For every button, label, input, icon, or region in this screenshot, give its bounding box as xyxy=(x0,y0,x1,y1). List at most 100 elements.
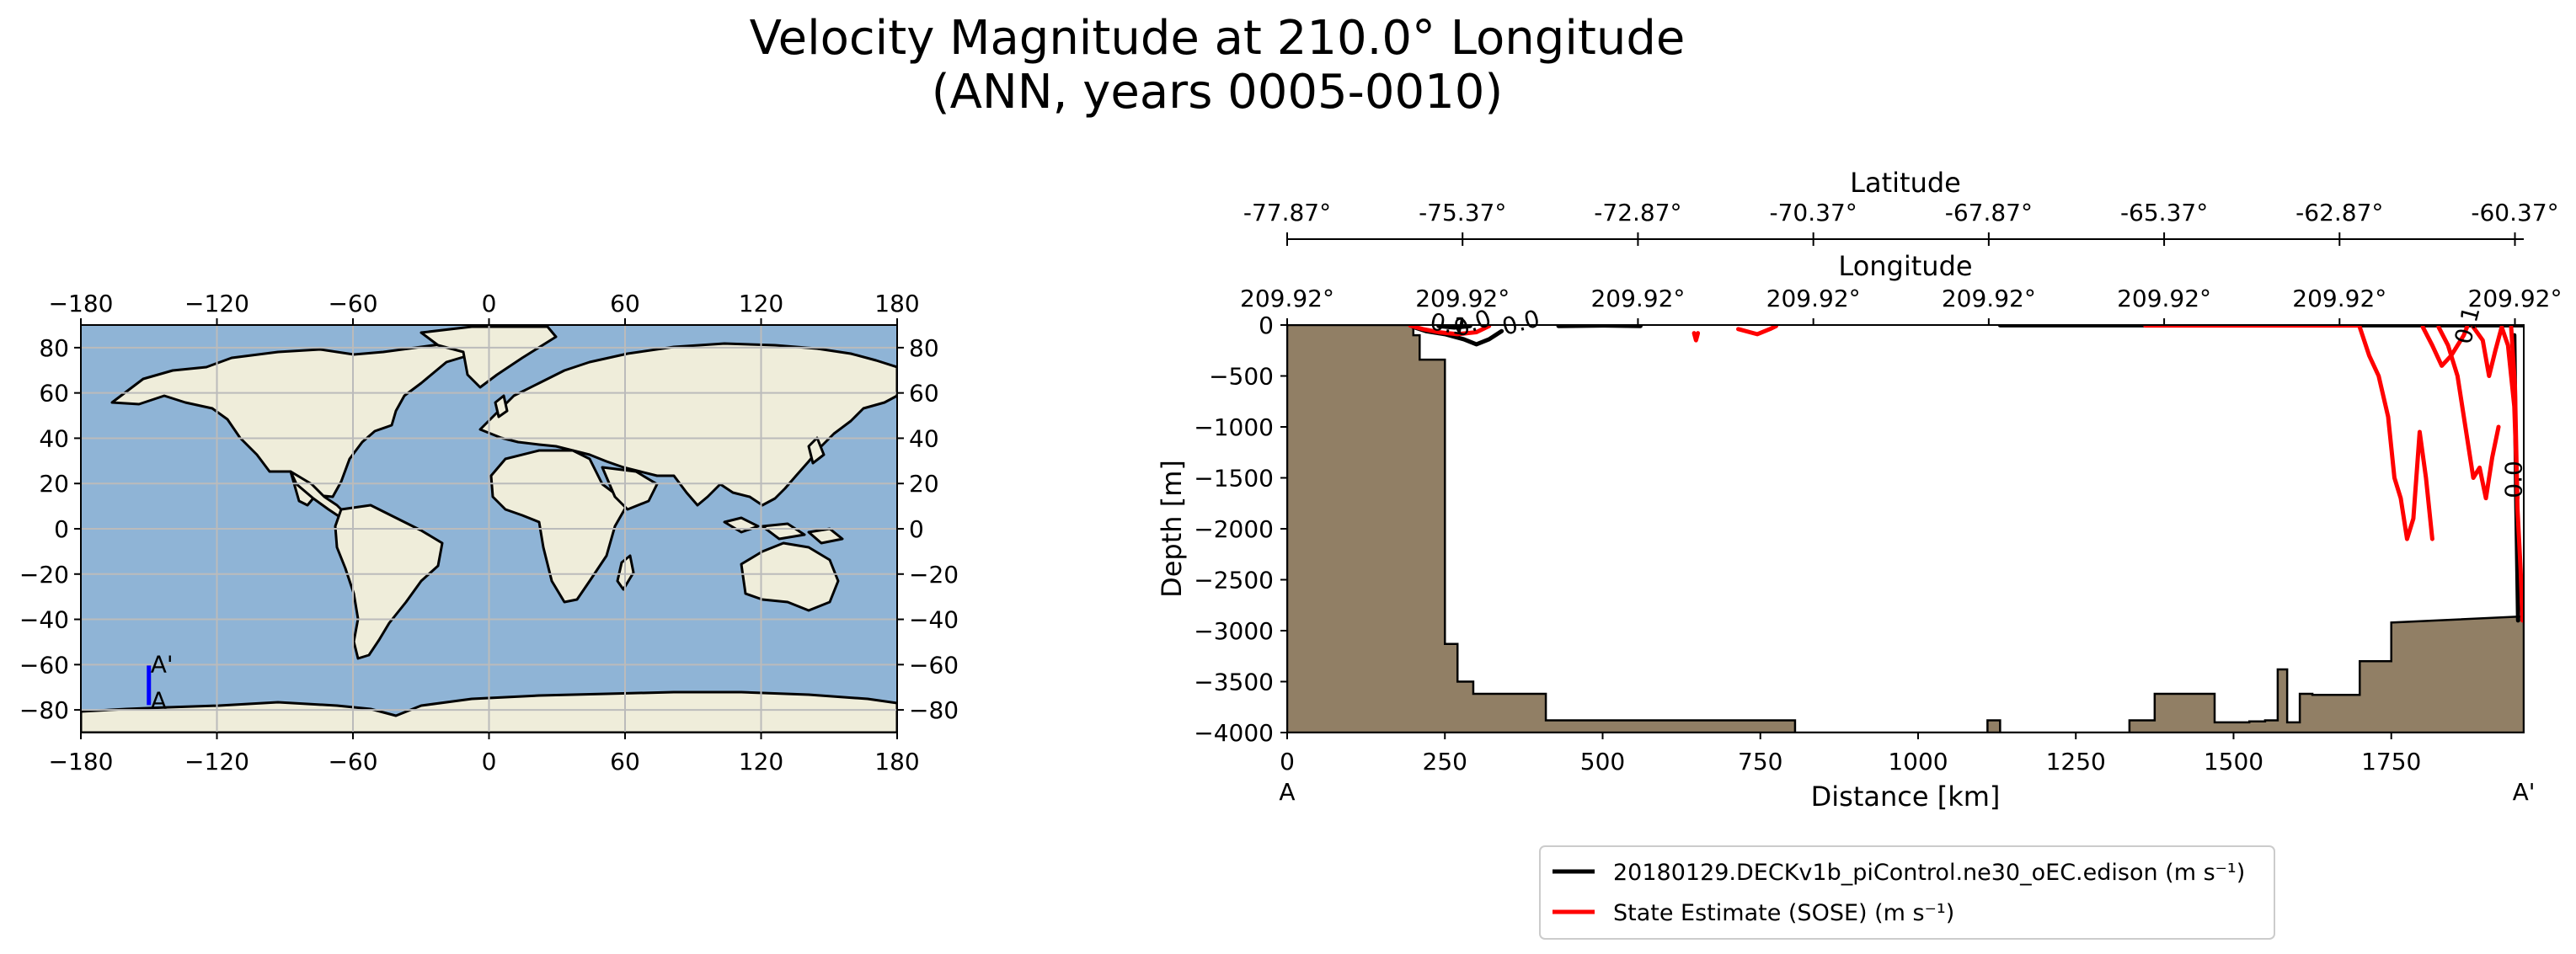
y-tick-label: −1000 xyxy=(1194,413,1274,441)
map-lat-tick-label-left: −60 xyxy=(19,651,69,679)
legend-frame xyxy=(1539,845,2275,940)
latitude-tick-label: -72.87° xyxy=(1594,199,1681,227)
map-lat-tick-label-right: 0 xyxy=(909,515,924,543)
longitude-tick-label: 209.92° xyxy=(2117,285,2211,312)
y-tick-label: −1500 xyxy=(1194,465,1274,493)
map-lon-tick-label-bottom: 0 xyxy=(482,748,497,775)
longitude-axis-ticks: 209.92° 209.92° 209.92° 209.92° 209.92° 209.9… xyxy=(1240,285,2563,325)
x-axis-label: Distance [km] xyxy=(1811,781,2001,813)
map-lat-tick-label-right: 60 xyxy=(909,380,939,408)
map-lon-tick-label-top: −120 xyxy=(184,290,249,317)
map-lon-tick-label-top: 120 xyxy=(739,290,783,317)
map-lat-tick-label-left: −20 xyxy=(19,561,69,589)
obs-contour-line xyxy=(2436,325,2501,501)
latitude-tick-label: -70.37° xyxy=(1770,199,1857,227)
y-tick-label: −2500 xyxy=(1194,567,1274,594)
section-end-label: A' xyxy=(151,650,174,678)
map-lat-tick-label-right: 80 xyxy=(909,334,939,362)
map-lat-tick-label-left: −80 xyxy=(19,696,69,724)
obs-contour-line xyxy=(1736,325,1778,337)
map-lat-tick-label-right: −60 xyxy=(909,651,959,679)
latitude-tick-label: -65.37° xyxy=(2120,199,2208,227)
transect-start-label: A xyxy=(1279,778,1295,806)
y-tick-label: 0 xyxy=(1259,312,1274,339)
map-lat-tick-label-right: 40 xyxy=(909,424,939,452)
map-lon-tick-label-top: 180 xyxy=(874,290,919,317)
x-tick-label: 250 xyxy=(1423,748,1467,775)
x-tick-label: 1000 xyxy=(1888,748,1948,775)
latitude-tick-label: -75.37° xyxy=(1419,199,1506,227)
latitude-tick-label: -67.87° xyxy=(1945,199,2033,227)
map-lat-tick-label-left: 60 xyxy=(39,380,69,408)
map-lat-tick-label-left: 40 xyxy=(39,424,69,452)
obs-contour-line xyxy=(2357,325,2434,541)
longitude-tick-label: 209.92° xyxy=(2292,285,2386,312)
map-lat-tick-label-right: −40 xyxy=(909,606,959,634)
longitude-axis-label: Longitude xyxy=(1838,250,1972,282)
map-lat-tick-label-right: −80 xyxy=(909,696,959,724)
land-australia xyxy=(740,541,840,612)
map-lon-tick-label-bottom: 180 xyxy=(874,748,919,775)
y-tick-label: −4000 xyxy=(1194,719,1274,747)
map-lat-tick-label-left: 80 xyxy=(39,334,69,362)
transect-frame xyxy=(1286,324,2525,733)
map-grid xyxy=(81,325,897,733)
legend-label-model: 20180129.DECKv1b_piControl.ne30_oEC.edis… xyxy=(1613,860,2245,886)
latitude-tick-label: -77.87° xyxy=(1243,199,1331,227)
map-lat-tick-label-right: 20 xyxy=(909,470,939,498)
longitude-tick-label: 209.92° xyxy=(1415,285,1510,312)
latitude-axis-label: Latitude xyxy=(1850,167,1961,199)
y-tick-label: −500 xyxy=(1209,363,1274,391)
x-tick-label: 750 xyxy=(1738,748,1782,775)
map-lon-tick-label-top: −180 xyxy=(49,290,114,317)
map-lon-tick-label-top: 0 xyxy=(482,290,497,317)
map-lon-tick-label-top: −60 xyxy=(328,290,377,317)
contour-layer xyxy=(1408,325,2524,623)
map-lon-tick-label-bottom: 120 xyxy=(739,748,783,775)
map-lat-tick-label-left: 20 xyxy=(39,470,69,498)
longitude-tick-label: 209.92° xyxy=(1240,285,1334,312)
bathymetry-layer xyxy=(1287,325,2524,733)
latitude-tick-label: -60.37° xyxy=(2471,199,2558,227)
map-lon-tick-label-bottom: −120 xyxy=(184,748,249,775)
longitude-tick-label: 209.92° xyxy=(1590,285,1685,312)
y-tick-label: −2000 xyxy=(1194,515,1274,543)
legend: 20180129.DECKv1b_piControl.ne30_oEC.edis… xyxy=(1539,845,2275,940)
obs-contour-line xyxy=(1408,325,1492,337)
land-north-america xyxy=(110,338,482,507)
latitude-axis-ticks: -77.87° -75.37° -72.87° -70.37° -67.87° -65.3… xyxy=(1243,199,2559,246)
land-arabia xyxy=(601,466,659,511)
x-tick-label: 500 xyxy=(1580,748,1625,775)
y-tick-label: −3500 xyxy=(1194,669,1274,696)
bathymetry-fill xyxy=(1287,325,2524,733)
map-lat-tick-label-right: −20 xyxy=(909,561,959,589)
y-tick-label: −3000 xyxy=(1194,617,1274,645)
y-axis-label: Depth [m] xyxy=(1156,460,1188,598)
map-lon-tick-label-bottom: −180 xyxy=(49,748,114,775)
map-lat-tick-label-left: 0 xyxy=(54,515,69,543)
longitude-tick-label: 209.92° xyxy=(1942,285,2036,312)
x-tick-label: 1250 xyxy=(2046,748,2106,775)
land-small-islands xyxy=(494,394,826,465)
map-ticks: −180 −180 −120 −120 −60 −60 0 0 60 60 120 120 180 180… xyxy=(19,290,959,775)
map-lon-tick-label-bottom: 60 xyxy=(610,748,640,775)
x-tick-label: 1750 xyxy=(2361,748,2421,775)
longitude-tick-label: 209.92° xyxy=(2468,285,2563,312)
transect-end-label: A' xyxy=(2513,778,2536,806)
x-tick-label: 0 xyxy=(1280,748,1295,775)
map-lon-tick-label-top: 60 xyxy=(610,290,640,317)
model-contour-line xyxy=(1436,325,1472,330)
transect-panel: 0.10.0 0.0 0.10.0 0 250 500 750 1000 1250 1500 17… xyxy=(1156,167,2563,813)
figure-title-line2: (ANN, years 0005-0010) xyxy=(932,65,1504,120)
map-lon-tick-label-bottom: −60 xyxy=(328,748,377,775)
figure-title-line1: Velocity Magnitude at 210.0° Longitude xyxy=(750,11,1686,66)
longitude-tick-label: 209.92° xyxy=(1766,285,1861,312)
latitude-tick-label: -62.87° xyxy=(2295,199,2383,227)
transect-ticks: 0 250 500 750 1000 1250 1500 1750 0 −500 −1000 −150… xyxy=(1194,312,2421,775)
legend-label-obs: State Estimate (SOSE) (m s⁻¹) xyxy=(1613,900,1954,926)
obs-contour-line xyxy=(1692,331,1701,343)
map-panel: −180 −180 −120 −120 −60 −60 0 0 60 60 120 120 180 180… xyxy=(19,290,959,775)
section-start-label: A xyxy=(151,686,167,714)
map-lat-tick-label-left: −40 xyxy=(19,606,69,634)
